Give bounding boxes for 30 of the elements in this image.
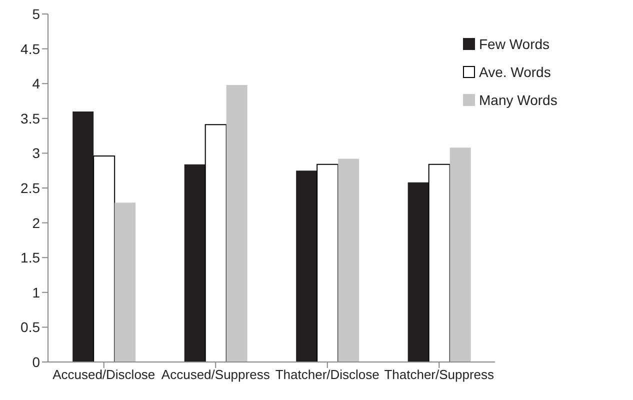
y-tick-label: 3.5 — [20, 110, 40, 126]
x-tick-label: Thatcher/Disclose — [275, 367, 380, 382]
bar — [114, 202, 136, 362]
legend-label: Few Words — [479, 36, 550, 52]
y-tick-label: 1 — [32, 284, 40, 300]
bar — [204, 124, 227, 362]
bar — [450, 148, 471, 362]
x-tick-label: Thatcher/Suppress — [384, 367, 495, 382]
y-tick-label: 5 — [32, 6, 40, 22]
x-tick-label: Accused/Disclose — [52, 367, 156, 382]
bar — [72, 111, 94, 362]
bar — [316, 164, 339, 362]
legend-label: Ave. Words — [479, 64, 551, 80]
y-tick-label: 4 — [32, 76, 40, 92]
y-tick-label: 0 — [32, 354, 40, 370]
legend-label: Many Words — [479, 92, 558, 108]
bar — [226, 84, 248, 362]
y-tick-label: 2 — [32, 214, 40, 231]
y-tick-label: 2.5 — [20, 180, 40, 196]
y-tick-label: 4.5 — [20, 40, 40, 57]
bar — [338, 158, 360, 362]
x-tick-label: Accused/Suppress — [161, 367, 270, 382]
y-tick-label: 0.5 — [20, 319, 40, 336]
bar — [408, 182, 429, 362]
bar — [93, 155, 116, 362]
y-tick-label: 1.5 — [20, 250, 40, 266]
bar — [184, 164, 206, 362]
bar — [296, 170, 318, 362]
bar — [428, 164, 450, 362]
y-tick-label: 3 — [32, 145, 40, 162]
